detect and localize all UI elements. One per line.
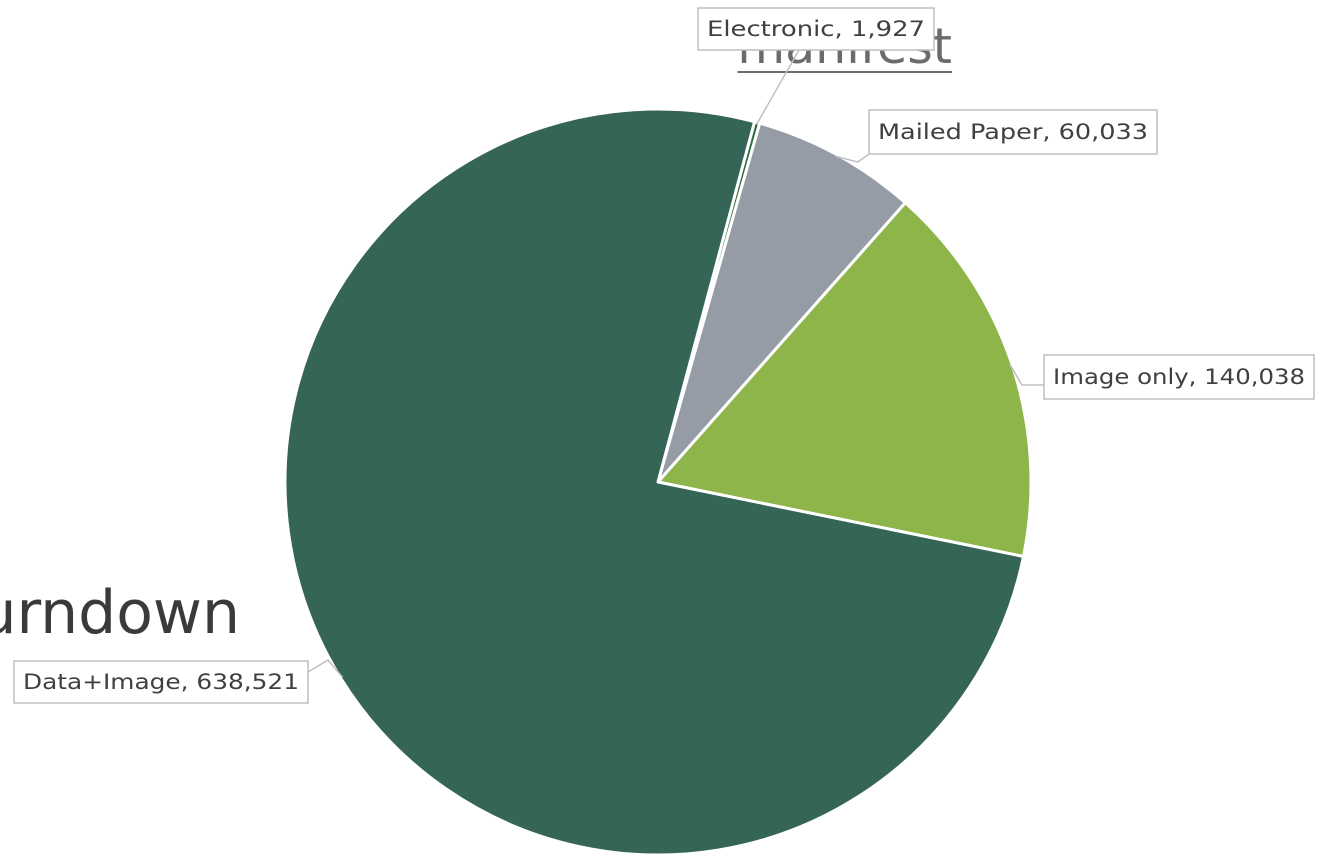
data-label-box-image-only: [1043, 354, 1315, 400]
data-label-box-mailed-paper: [868, 109, 1158, 155]
data-label-electronic: Electronic, 1,927: [707, 17, 925, 41]
pie-slice-data-image: [283, 107, 1025, 855]
data-label-data-image: Data+Image, 638,521: [23, 670, 299, 694]
data-label-image-only: Image only, 140,038: [1053, 365, 1305, 389]
leader-line-image-only: [1009, 364, 1044, 386]
data-label-box-electronic: [697, 7, 935, 51]
pie-callouts: Electronic, 1,927 Mailed Paper, 60,033 Ima…: [13, 7, 1315, 704]
burndown-heading-fragment: urndown: [0, 578, 240, 648]
pie-slices: [283, 107, 1033, 855]
pie-slice-image-only: [656, 201, 1033, 558]
data-label-box-data-image: [13, 660, 309, 704]
leader-line-data-image: [307, 659, 344, 678]
leader-line-mailed-paper: [835, 153, 870, 163]
pie-slice-mailed-paper: [656, 121, 907, 484]
data-label-mailed-paper: Mailed Paper, 60,033: [878, 120, 1148, 144]
leader-line-electronic: [755, 49, 800, 125]
